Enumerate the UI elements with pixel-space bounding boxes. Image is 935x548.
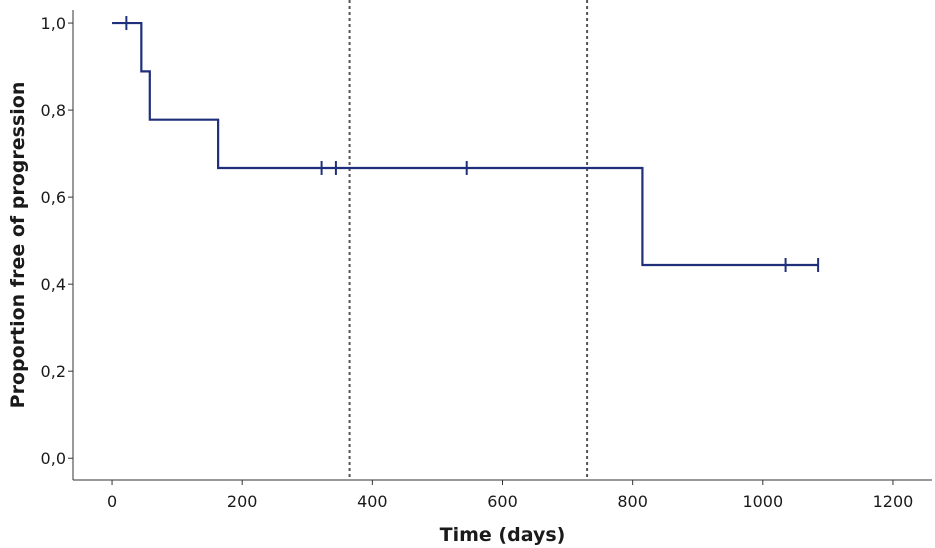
x-axis-title: Time (days) (440, 524, 566, 546)
y-axis: 0,0 0,2 0,4 0,6 0,8 1,0 (41, 10, 74, 480)
y-tick-label: 0,6 (41, 188, 66, 207)
x-tick-label: 0 (107, 492, 117, 511)
y-tick-label: 0,8 (41, 101, 66, 120)
x-axis: 0 200 400 600 800 1000 1200 (73, 479, 932, 511)
x-tick-label: 200 (227, 492, 258, 511)
series-group (112, 16, 820, 273)
survival-step-line (112, 21, 819, 267)
x-tick-label: 1000 (742, 492, 783, 511)
y-tick-label: 0,2 (41, 362, 66, 381)
x-tick-label: 1200 (873, 492, 914, 511)
y-axis-title: Proportion free of progression (7, 82, 29, 409)
y-tick-label: 0,0 (41, 449, 66, 468)
x-tick-label: 800 (617, 492, 648, 511)
x-tick-label: 400 (357, 492, 388, 511)
x-tick-label: 600 (487, 492, 518, 511)
y-tick-label: 1,0 (41, 14, 66, 33)
y-tick-label: 0,4 (41, 275, 66, 294)
reference-lines (348, 0, 589, 480)
